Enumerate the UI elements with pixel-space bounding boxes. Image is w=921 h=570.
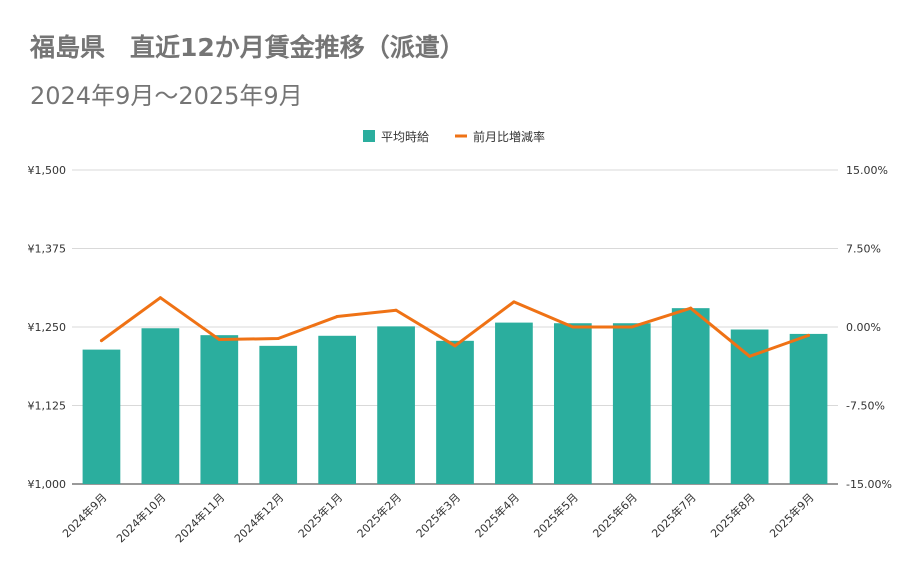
legend-label-line: 前月比増減率 xyxy=(473,129,545,144)
x-tick-label: 2024年11月 xyxy=(172,490,227,545)
x-tick-label: 2025年6月 xyxy=(590,490,640,540)
line-point xyxy=(394,308,398,312)
line-point xyxy=(630,325,634,329)
x-tick-label: 2025年2月 xyxy=(354,490,404,540)
line-point xyxy=(276,337,280,341)
y-left-tick-label: ¥1,000 xyxy=(28,478,67,491)
bar xyxy=(789,333,828,484)
bar xyxy=(141,328,180,484)
bar xyxy=(200,335,239,484)
bar xyxy=(495,322,533,484)
y-left-tick-label: ¥1,375 xyxy=(28,243,67,256)
bar xyxy=(377,326,415,484)
legend-swatch-bar xyxy=(363,130,375,142)
chart-title: 福島県 直近12か月賃金推移（派遣） xyxy=(30,33,465,62)
y-left-tick-label: ¥1,250 xyxy=(28,321,67,334)
line-point xyxy=(158,296,162,300)
line-point xyxy=(571,325,575,329)
x-tick-label: 2025年3月 xyxy=(413,490,463,540)
line-point xyxy=(217,338,221,342)
y-right-tick-label: 0.00% xyxy=(846,321,881,334)
bar xyxy=(82,349,121,484)
bar xyxy=(259,345,298,484)
x-tick-label: 2024年12月 xyxy=(231,490,286,545)
x-tick-label: 2025年1月 xyxy=(295,490,345,540)
line-point xyxy=(99,339,103,343)
bar xyxy=(612,323,651,484)
line-point xyxy=(748,354,752,358)
bar xyxy=(318,335,357,484)
x-tick-label: 2024年9月 xyxy=(59,490,109,540)
chart-subtitle: 2024年9月～2025年9月 xyxy=(30,82,303,110)
x-tick-label: 2025年7月 xyxy=(649,490,699,540)
legend-label-bar: 平均時給 xyxy=(381,130,429,144)
bar xyxy=(436,340,474,484)
bar xyxy=(671,308,710,484)
y-left-tick-label: ¥1,500 xyxy=(28,164,67,177)
x-tick-label: 2025年9月 xyxy=(766,490,816,540)
y-left-tick-label: ¥1,125 xyxy=(28,400,67,413)
x-tick-label: 2024年10月 xyxy=(113,490,168,545)
bar xyxy=(553,323,592,484)
x-tick-label: 2025年8月 xyxy=(708,490,758,540)
line-point xyxy=(689,306,693,310)
y-right-tick-label: -15.00% xyxy=(846,478,892,491)
y-right-tick-label: -7.50% xyxy=(846,400,885,413)
line-point xyxy=(512,300,516,304)
x-tick-label: 2025年5月 xyxy=(531,490,581,540)
y-right-tick-label: 7.50% xyxy=(846,243,881,256)
y-right-tick-label: 15.00% xyxy=(846,164,888,177)
line-point xyxy=(453,344,457,348)
x-tick-label: 2025年4月 xyxy=(472,490,522,540)
line-point xyxy=(335,315,339,319)
line-point xyxy=(807,333,811,337)
